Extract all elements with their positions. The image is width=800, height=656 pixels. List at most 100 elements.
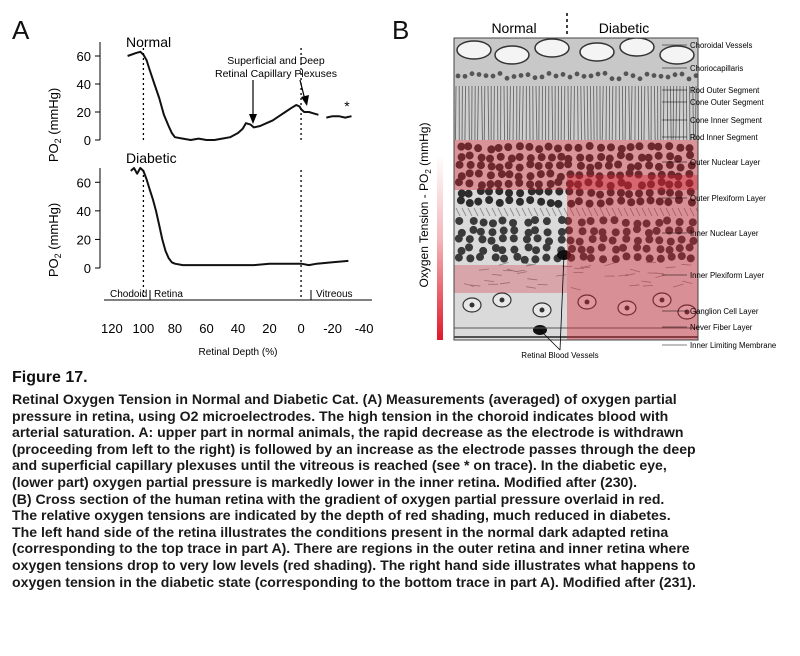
outer-retina-oxygen-shading [454,140,698,190]
x-tick-label: 60 [199,321,213,336]
inner-nuclear-cell [579,252,588,261]
inner-nuclear-cell [568,244,577,253]
outer-nuclear-cell [574,180,583,189]
choriocapillaris-cell [658,73,664,79]
outer-nuclear-cell [526,154,535,163]
outer-plexiform-fiber [617,207,623,217]
choriocapillaris-cell [539,74,545,80]
inner-nuclear-cell [677,252,686,261]
inner-nuclear-cell [479,218,488,227]
outer-nuclear-cell [474,144,483,153]
outer-nuclear-cell [634,162,643,171]
outer-nuclear-cell [636,197,645,206]
choriocapillaris-cell [581,73,587,79]
outer-nuclear-cell [596,199,605,208]
y-tick-label: 60 [77,175,91,190]
inner-nuclear-cell [510,245,519,254]
outer-nuclear-cell [645,161,654,170]
outer-plexiform-fiber [695,207,698,213]
photoreceptor-segment [563,85,566,141]
inner-plexiform-fiber [526,286,537,289]
layer-label: Inner Limiting Membrane [690,341,776,350]
choriocapillaris-cell [462,73,468,79]
outer-plexiform-fiber [551,207,557,217]
outer-plexiform-fiber [545,207,551,217]
outer-nuclear-cell [676,143,685,152]
choriocapillaris-cell [497,71,503,76]
inner-nuclear-cell [619,243,628,252]
inner-nuclear-cell [588,234,597,243]
choroidal-vessel [534,38,570,58]
photoreceptor-segment [678,85,681,141]
caption-line: (proceeding from left to the right) is f… [12,440,696,457]
outer-nuclear-cell [687,198,696,207]
photoreceptor-segment [477,85,479,141]
choroidal-vessel [659,45,695,65]
vitreous-star-annotation: * [344,98,350,114]
outer-nuclear-cell [606,188,615,197]
outer-nuclear-cell [526,196,535,205]
photoreceptor-segment [647,85,650,141]
outer-plexiform-fiber [461,207,467,217]
outer-plexiform-fiber [629,207,635,217]
outer-nuclear-cell [534,180,543,189]
inner-nuclear-cell [655,218,664,227]
outer-nuclear-cell [554,178,563,187]
outer-nuclear-cell [495,198,504,207]
outer-nuclear-cell [634,170,643,179]
diabetic-trace-label: Diabetic [126,150,177,166]
photoreceptor-segment [611,85,614,141]
outer-nuclear-cell [674,172,683,181]
photoreceptor-segment [455,85,457,141]
retina-header-normal: Normal [491,20,536,36]
inner-nuclear-cell [642,244,651,253]
y-axis-label-bottom: PO2 (mmHg) [46,203,63,277]
outer-nuclear-cell [515,178,524,187]
inner-plexiform-fiber [653,272,664,275]
inner-plexiform-fiber [682,280,693,285]
outer-nuclear-cell [617,196,626,205]
y-tick-label: 0 [84,261,91,276]
choriocapillaris-cell [553,73,559,79]
inner-plexiform-fiber [491,273,502,276]
outer-nuclear-cell [647,142,656,151]
outer-nuclear-cell [657,178,666,187]
inner-nuclear-cell [498,234,507,243]
y-axis-label-top: PO2 (mmHg) [46,88,63,162]
inner-nuclear-cell [577,245,586,254]
outer-nuclear-cell [494,179,503,188]
choroid-layer [454,38,698,86]
outer-plexiform-fiber [653,207,659,217]
inner-plexiform-fiber [555,274,567,277]
outer-plexiform-fiber [491,207,497,217]
outer-nuclear-cell [557,152,566,161]
choriocapillaris-cell [518,73,524,78]
layer-label: Inner Plexiform Layer [690,271,765,280]
trace-line-normal [127,50,319,141]
outer-nuclear-cell [504,161,513,170]
outer-plexiform-fiber [581,207,587,217]
choriocapillaris-cell [595,71,601,77]
photoreceptor-segment [518,85,521,141]
outer-nuclear-cell [596,190,605,199]
choriocapillaris-cell [651,73,657,78]
inner-nuclear-cell [545,237,554,246]
inner-nuclear-cell [689,236,698,245]
ganglion-nucleus [659,297,665,303]
outer-plexiform-fiber [503,207,509,217]
vessels-pointer-1 [539,329,561,351]
outer-nuclear-cell [505,196,514,205]
outer-nuclear-cell [686,151,695,160]
region-retina-label: Retina [154,289,183,300]
y-tick-label: 40 [77,77,91,92]
x-tick-label: 0 [297,321,304,336]
choriocapillaris-cell [630,73,636,79]
caption-line: (lower part) oxygen partial pressure is … [12,473,637,490]
caption-line: The relative oxygen tensions are indicat… [12,507,671,524]
choroidal-vessel [619,38,655,57]
outer-nuclear-cell [465,179,474,188]
outer-nuclear-cell [457,153,466,162]
choriocapillaris-cell [567,74,573,80]
outer-nuclear-cell [457,172,466,181]
inner-nuclear-cell [520,255,529,264]
